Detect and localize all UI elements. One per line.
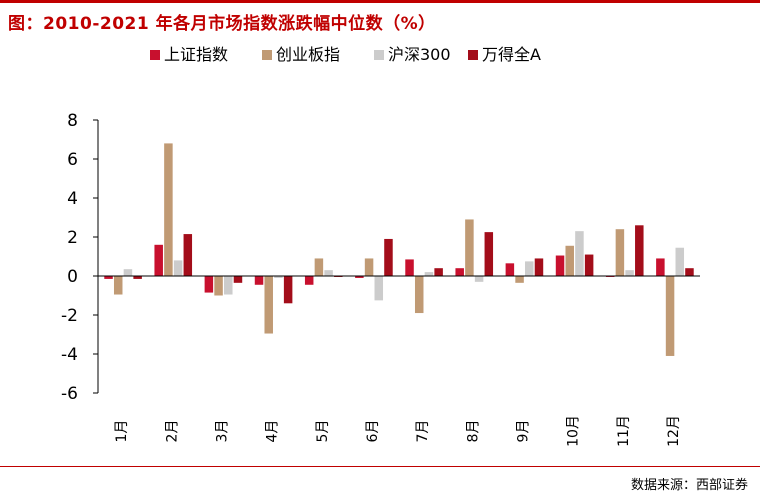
- bar: [534, 258, 544, 276]
- x-tick-label: 1月: [114, 420, 130, 443]
- bar: [214, 276, 223, 296]
- bar: [625, 270, 634, 276]
- bar: [665, 276, 675, 356]
- bar: [405, 259, 414, 276]
- y-tick-label: 2: [67, 228, 78, 248]
- x-tick-label: 6月: [365, 420, 381, 443]
- bar: [133, 276, 142, 279]
- x-tick-label: 8月: [465, 420, 481, 443]
- y-tick-label: -2: [61, 306, 78, 326]
- x-tick-label: 9月: [515, 420, 531, 443]
- bar: [565, 245, 574, 276]
- source-bar: 数据来源：西部证券: [0, 466, 760, 498]
- bar: [474, 276, 484, 282]
- bar: [414, 276, 424, 314]
- bar: [465, 219, 474, 276]
- legend-swatch: [150, 50, 160, 60]
- bar: [374, 276, 384, 301]
- bar: [113, 276, 123, 295]
- bar: [173, 260, 183, 276]
- x-tick-label: 11月: [616, 415, 632, 447]
- chart-area: 上证指数 创业板指 沪深300 万得全A 8 6 4 2 0 -2 -4 -6 1月 2月 3月 4月 5月 6月…: [38, 38, 715, 460]
- x-tick-label: 4月: [265, 420, 281, 443]
- bar: [283, 276, 293, 304]
- bar: [656, 258, 665, 276]
- bar: [575, 231, 584, 276]
- bar: [104, 276, 113, 279]
- legend-label: 创业板指: [276, 45, 340, 64]
- bar: [355, 276, 364, 278]
- x-tick-label: 7月: [415, 420, 431, 443]
- source-note: 数据来源：西部证券: [630, 478, 748, 493]
- bar: [515, 276, 524, 283]
- bar: [204, 276, 214, 293]
- bar: [264, 276, 273, 334]
- bar: [675, 247, 685, 276]
- y-tick-label: 6: [67, 150, 78, 170]
- bar: [434, 268, 443, 276]
- bar: [314, 258, 324, 276]
- legend-label: 沪深300: [388, 45, 451, 64]
- bar: [274, 276, 283, 278]
- legend-label: 万得全A: [482, 45, 541, 64]
- bar: [183, 234, 193, 276]
- bar: [685, 268, 694, 276]
- bar: [233, 276, 243, 283]
- bar: [555, 255, 565, 276]
- bar: [224, 276, 233, 295]
- bar: [525, 261, 534, 276]
- bar: [154, 244, 163, 276]
- y-tick-label: 0: [67, 267, 78, 287]
- bar: [505, 263, 515, 276]
- bar: [364, 258, 374, 276]
- bar-chart: 上证指数 创业板指 沪深300 万得全A 8 6 4 2 0 -2 -4 -6 1月 2月 3月 4月 5月 6月…: [61, 45, 700, 447]
- bar: [304, 276, 314, 285]
- x-tick-label: 10月: [566, 415, 582, 447]
- legend-swatch: [468, 50, 478, 60]
- y-tick-label: -4: [61, 345, 78, 365]
- bar: [164, 143, 173, 276]
- title-bar: 图：2010-2021 年各月市场指数涨跌幅中位数（%）: [0, 0, 760, 38]
- bar: [584, 254, 594, 276]
- bar: [455, 268, 464, 276]
- bar: [424, 272, 434, 276]
- legend-label: 上证指数: [164, 45, 228, 64]
- legend-swatch: [374, 50, 384, 60]
- bar: [615, 229, 625, 276]
- bar: [254, 276, 264, 285]
- bar: [635, 225, 644, 276]
- x-tick-label: 3月: [214, 420, 230, 443]
- x-tick-label: 5月: [315, 420, 331, 443]
- chart-title: 图：2010-2021 年各月市场指数涨跌幅中位数（%）: [8, 14, 436, 34]
- x-tick-label: 12月: [666, 415, 682, 447]
- y-tick-label: 8: [67, 111, 78, 131]
- bar: [484, 232, 494, 276]
- bar: [123, 269, 133, 276]
- bar: [384, 238, 393, 276]
- legend-swatch: [262, 50, 272, 60]
- y-tick-label: 4: [67, 189, 78, 209]
- y-tick-label: -6: [61, 384, 78, 404]
- bar: [324, 270, 333, 276]
- x-tick-label: 2月: [164, 420, 180, 443]
